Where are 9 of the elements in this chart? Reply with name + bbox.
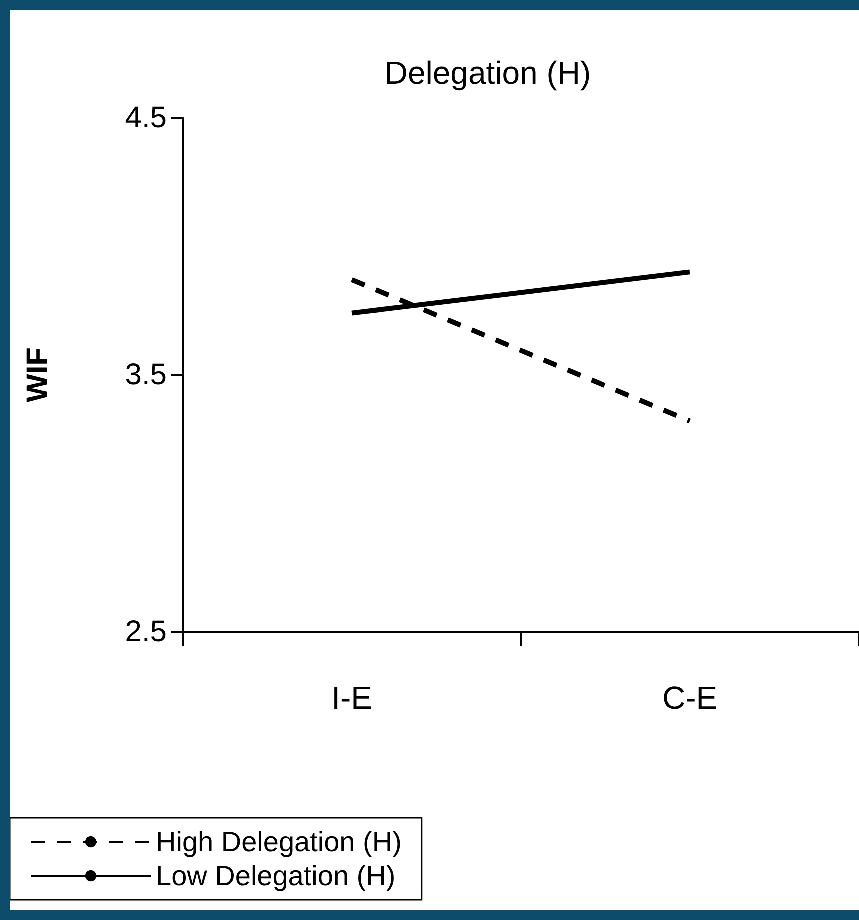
y-tick-label: 2.5: [125, 616, 167, 648]
x-tick-label: C-E: [662, 680, 718, 716]
legend-label: Low Delegation (H): [156, 860, 396, 892]
x-tick-label: I-E: [332, 680, 372, 716]
chart-title: Delegation (H): [384, 55, 592, 91]
y-axis-title: WIF: [22, 348, 54, 402]
y-tick-label: 4.5: [125, 102, 167, 134]
legend-label: High Delegation (H): [156, 826, 402, 858]
y-tick-label: 3.5: [125, 358, 167, 392]
